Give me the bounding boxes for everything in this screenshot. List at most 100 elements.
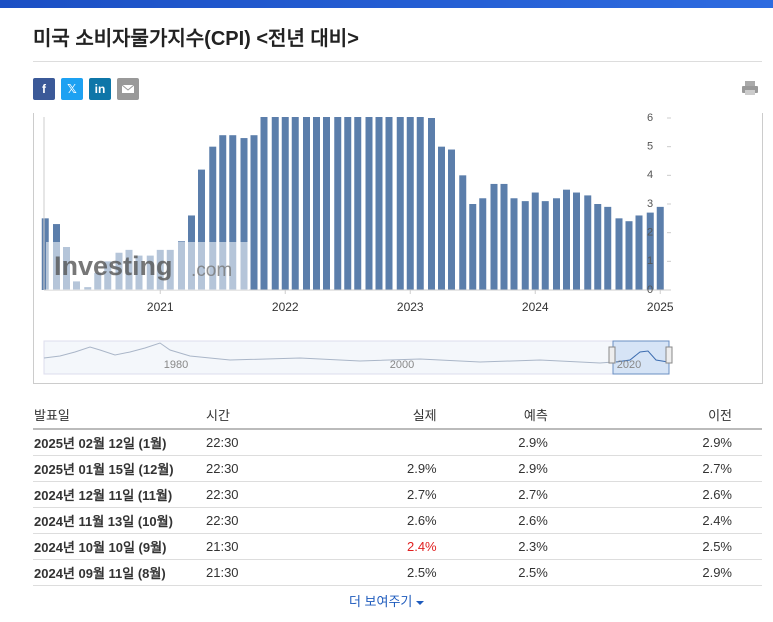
navigator-handle[interactable] xyxy=(608,346,616,364)
bar xyxy=(250,135,258,290)
time: 21:30 xyxy=(205,533,327,560)
bar xyxy=(313,117,320,291)
bar xyxy=(229,135,237,290)
page-title: 미국 소비자물가지수(CPI) <전년 대비> xyxy=(33,28,359,50)
actual: 2.6% xyxy=(326,507,438,534)
navigator-line xyxy=(43,342,614,364)
bar xyxy=(438,146,445,290)
bar xyxy=(260,117,268,291)
previous: 2.9% xyxy=(548,429,762,456)
forecast: 2.9% xyxy=(437,429,549,456)
header-cell: 예측 xyxy=(437,400,549,430)
bar xyxy=(209,146,217,290)
bar xyxy=(406,117,414,291)
forecast: 2.3% xyxy=(437,533,549,560)
bar xyxy=(604,206,612,290)
navigator xyxy=(43,340,670,375)
previous: 2.6% xyxy=(548,481,762,508)
date: 2025년 01월 15일 (12월) xyxy=(33,455,205,482)
table-row: 2024년 10월 10일 (9월) 21:30 2.4% 2.3% 2.5% xyxy=(33,533,762,560)
forecast: 2.6% xyxy=(437,507,549,534)
bar xyxy=(271,117,279,290)
mail-button[interactable] xyxy=(117,78,139,100)
watermark: .com xyxy=(191,260,232,281)
table-row: 2024년 12월 11일 (11월) 22:30 2.7% 2.7% 2.6% xyxy=(33,481,762,508)
bar xyxy=(334,117,342,290)
y-tick-label: 0 xyxy=(647,284,653,296)
bar xyxy=(281,117,289,290)
table-row: 2025년 02월 12일 (1월) 22:30 2.9% 2.9% xyxy=(33,429,762,456)
y-tick-label: 4 xyxy=(647,169,653,181)
y-tick-label: 1 xyxy=(647,255,653,267)
header-cell: 이전 xyxy=(548,400,762,430)
bar xyxy=(563,189,570,290)
show-more-link[interactable]: 더 보여주기 xyxy=(0,591,773,610)
time: 22:30 xyxy=(205,455,327,482)
bar xyxy=(479,198,487,290)
bar xyxy=(291,117,299,290)
actual: 2.9% xyxy=(326,455,438,482)
mail-icon xyxy=(121,84,135,93)
x-tick-label: 2021 xyxy=(147,300,174,314)
bar xyxy=(448,149,455,290)
header-cell: 시간 xyxy=(205,400,327,430)
bar xyxy=(240,138,248,290)
previous: 2.5% xyxy=(548,533,762,560)
print-button[interactable] xyxy=(741,80,759,96)
y-tick-label: 3 xyxy=(647,198,653,210)
x-button[interactable]: 𝕏 xyxy=(61,78,83,100)
actual: 2.5% xyxy=(326,559,438,586)
bar xyxy=(656,206,664,290)
bar xyxy=(354,117,362,291)
bar xyxy=(510,198,518,290)
bar xyxy=(303,117,310,291)
calendar-table: 발표일 시간 실제 예측 이전 2025년 02월 12일 (1월) 22:30 2… xyxy=(33,400,762,586)
bar xyxy=(615,218,623,290)
previous: 2.4% xyxy=(548,507,762,534)
bar xyxy=(500,183,508,290)
forecast: 2.5% xyxy=(437,559,549,586)
y-tick-label: 2 xyxy=(647,227,653,239)
bar xyxy=(385,117,393,291)
bar xyxy=(594,204,602,290)
caret xyxy=(416,601,425,605)
y-tick-label: 5 xyxy=(647,141,653,153)
actual: 2.4% xyxy=(326,533,438,560)
date: 2024년 09월 11일 (8월) xyxy=(33,559,205,586)
linkedin-button[interactable]: in xyxy=(89,78,111,100)
bar xyxy=(584,195,592,290)
divider xyxy=(33,61,762,62)
table-header: 발표일 시간 실제 예측 이전 xyxy=(33,400,762,430)
bar xyxy=(490,183,498,290)
navigator-selected-line xyxy=(615,350,669,363)
facebook-button[interactable]: f xyxy=(33,78,55,100)
bar xyxy=(646,212,654,290)
navigator-label: 2000 xyxy=(390,359,414,371)
date: 2024년 10월 10일 (9월) xyxy=(33,533,205,560)
date: 2025년 02월 12일 (1월) xyxy=(33,429,205,456)
x-tick-label: 2025 xyxy=(647,300,674,314)
bar xyxy=(323,117,330,290)
bar xyxy=(344,117,352,291)
forecast: 2.7% xyxy=(437,481,549,508)
previous: 2.7% xyxy=(548,455,762,482)
table-row: 2024년 09월 11일 (8월) 21:30 2.5% 2.5% 2.9% xyxy=(33,559,762,586)
header-cell: 실제 xyxy=(326,400,438,430)
bar xyxy=(365,117,373,290)
bar xyxy=(396,117,404,290)
bar xyxy=(541,201,549,290)
navigator-handle[interactable] xyxy=(665,346,673,364)
watermark-backdrop xyxy=(46,242,249,290)
actual xyxy=(326,429,438,456)
bar xyxy=(459,175,467,290)
show-more-text: 더 보여주기 xyxy=(348,594,413,609)
bar xyxy=(531,192,539,290)
top-bar xyxy=(0,0,773,8)
date: 2024년 11월 13일 (10월) xyxy=(33,507,205,534)
x-tick-label: 2024 xyxy=(522,300,549,314)
time: 22:30 xyxy=(205,429,327,456)
time: 21:30 xyxy=(205,559,327,586)
time: 22:30 xyxy=(205,507,327,534)
bar xyxy=(573,192,580,290)
